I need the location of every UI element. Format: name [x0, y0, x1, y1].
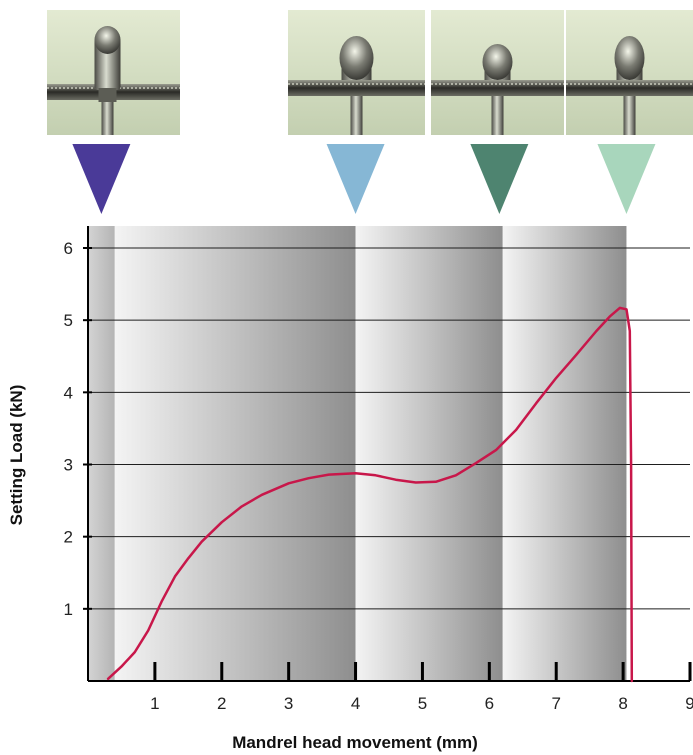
x-tick-label-6: 6: [485, 694, 494, 713]
x-tick-label-8: 8: [618, 694, 627, 713]
rivet-photo-stage-3: [431, 10, 564, 135]
x-tick-label-2: 2: [217, 694, 226, 713]
stage-marker-4-icon: [597, 144, 656, 214]
y-tick-label-5: 5: [64, 311, 73, 330]
stage-marker-3-icon: [470, 144, 529, 214]
x-tick-label-9: 9: [685, 694, 693, 713]
stage-markers: [72, 144, 656, 214]
gridlines: [88, 247, 690, 610]
stage-band-4: [502, 226, 627, 681]
series: [106, 306, 634, 683]
x-tick-label-5: 5: [418, 694, 427, 713]
stage-marker-2-icon: [326, 144, 385, 214]
x-tick-label-3: 3: [284, 694, 293, 713]
rivet-photo-stage-2: [288, 10, 425, 135]
stage-band-3: [355, 226, 503, 681]
axes: [87, 226, 690, 682]
stage-band-1: [88, 226, 115, 681]
x-tick-label-7: 7: [551, 694, 560, 713]
y-tick-label-4: 4: [64, 383, 73, 402]
x-axis-title: Mandrel head movement (mm): [232, 733, 478, 752]
rivet-photos: [47, 10, 693, 135]
x-tick-label-4: 4: [351, 694, 360, 713]
y-tick-label-2: 2: [64, 528, 73, 547]
rivet-photo-stage-4: [566, 10, 693, 135]
series-line-1: [106, 306, 634, 683]
stage-band-2: [114, 226, 356, 681]
y-tick-label-3: 3: [64, 456, 73, 475]
stage-marker-1-icon: [72, 144, 131, 214]
rivet-photo-stage-1: [47, 10, 180, 135]
y-axis-title: Setting Load (kN): [7, 385, 26, 526]
stage-bands: [88, 226, 627, 681]
x-tick-label-1: 1: [150, 694, 159, 713]
y-tick-label-6: 6: [64, 239, 73, 258]
axis-ticks: 1 2 3 4 5 6 7 8 9 1 2 3 4 5 6: [64, 239, 693, 713]
y-tick-label-1: 1: [64, 600, 73, 619]
